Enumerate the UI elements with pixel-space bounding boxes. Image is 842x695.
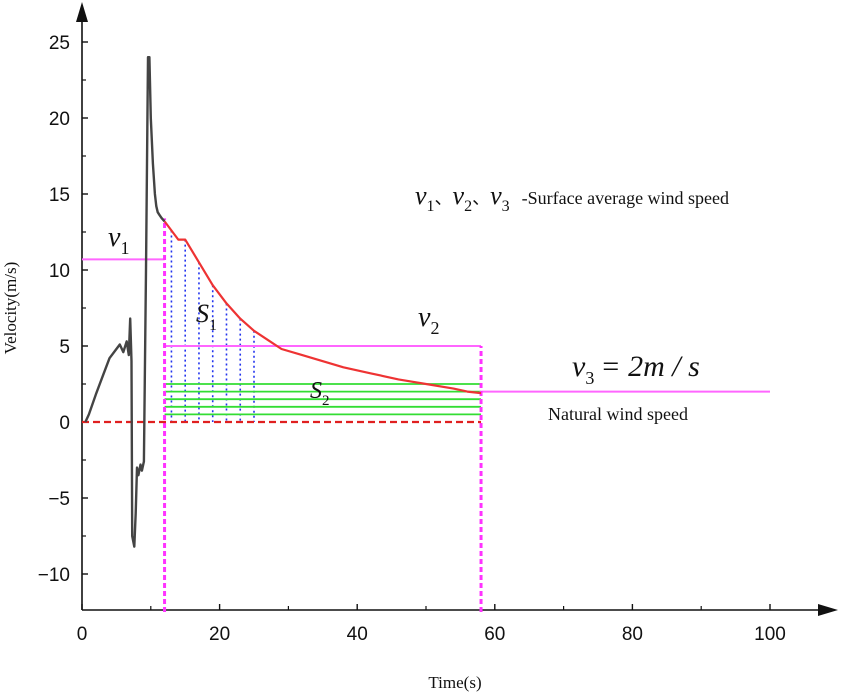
x-axis-title: Time(s) xyxy=(428,673,481,692)
y-tick-label: −10 xyxy=(38,565,70,586)
ticks: 0 20 40 60 80 100 −10 −5 0 5 10 15 20 25 xyxy=(38,33,786,645)
y-tick-label: 10 xyxy=(49,261,70,282)
annotations: v1 v2 v3 = 2m / s S1 S2 v1、v2、v3 -Surface … xyxy=(108,181,729,424)
x-tick-label: 40 xyxy=(347,624,368,645)
measured-velocity-line xyxy=(84,56,166,548)
reference-lines xyxy=(82,218,770,612)
hatch-regions xyxy=(164,230,482,422)
y-tick-label: 25 xyxy=(49,33,70,54)
y-tick-label: 5 xyxy=(59,337,70,358)
v3-annotation: v3 = 2m / s xyxy=(572,350,700,388)
x-tick-label: 0 xyxy=(77,624,88,645)
decay-velocity-line xyxy=(163,220,482,395)
legend-annotation: v1、v2、v3 -Surface average wind speed xyxy=(415,181,729,215)
y-tick-label: 15 xyxy=(49,185,70,206)
axes xyxy=(76,2,838,616)
y-tick-label: 0 xyxy=(59,413,70,434)
x-tick-label: 20 xyxy=(209,624,230,645)
s2-annotation: S2 xyxy=(310,378,330,409)
v1-annotation: v1 xyxy=(108,222,129,258)
x-tick-label: 80 xyxy=(622,624,643,645)
y-tick-label: 20 xyxy=(49,109,70,130)
s1-annotation: S1 xyxy=(196,299,217,334)
x-tick-label: 100 xyxy=(754,624,786,645)
v2-annotation: v2 xyxy=(418,302,439,338)
natural-wind-annotation: Natural wind speed xyxy=(548,404,688,424)
series-lines xyxy=(84,56,482,548)
y-tick-label: −5 xyxy=(48,489,70,510)
x-tick-label: 60 xyxy=(484,624,505,645)
y-axis-title: Velocity(m/s) xyxy=(1,262,20,355)
x-axis-arrow-icon xyxy=(818,604,838,616)
y-axis-arrow-icon xyxy=(76,2,88,22)
